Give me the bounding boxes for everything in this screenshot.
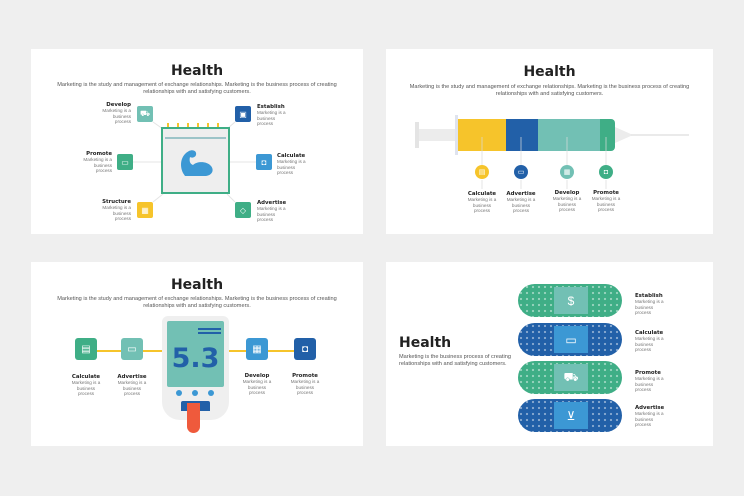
dollar-bill-icon: $ <box>554 287 588 314</box>
bag-icon: ◘ <box>256 154 272 170</box>
bandage-1: $ <box>518 284 622 317</box>
slide-4[interactable]: Health Marketing is the business process… <box>386 262 713 446</box>
syringe <box>415 115 689 189</box>
cart-icon: ⛟ <box>137 106 153 122</box>
slide-title: Health <box>523 64 576 80</box>
credit-card-icon: ▭ <box>554 326 588 353</box>
calendar-icon: ▦ <box>246 338 268 360</box>
syringe-segment-green <box>600 119 615 151</box>
test-strip <box>187 403 200 433</box>
wallet-icon: ▣ <box>235 106 251 122</box>
bag-icon: ◘ <box>599 165 613 179</box>
bandage-2: ▭ <box>518 323 622 356</box>
item-advertise: Advertise Marketing is a business process <box>257 200 287 222</box>
syringe-segment-blue <box>506 119 538 151</box>
item-develop: Develop Marketing is a business process <box>102 102 131 124</box>
receipt-icon: ▤ <box>75 338 97 360</box>
slide-description: Marketing is the study and management of… <box>57 82 337 95</box>
truck-icon: ▭ <box>121 338 143 360</box>
syringe-segment-teal <box>538 119 601 151</box>
item-promote: Promote Marketing is a business process <box>83 151 112 173</box>
meter-reading: 5.3 <box>171 343 220 374</box>
item-promote: Promote Marketing is a business process <box>290 373 320 395</box>
cart-icon: ⊻ <box>554 402 588 429</box>
item-establish: Establish Marketing is a business process <box>257 104 286 126</box>
bandage-3: ⛟ <box>518 361 622 394</box>
slide-title: Health <box>170 63 224 79</box>
truck-icon: ▭ <box>514 165 528 179</box>
slide-description: Marketing is the business process of cre… <box>399 354 511 367</box>
flexed-arm-icon <box>181 150 213 176</box>
slide-3[interactable]: Health Marketing is the study and manage… <box>31 262 363 446</box>
slide-1[interactable]: Health Marketing is the study and manage… <box>31 49 363 234</box>
item-promote: Promote Marketing is a business process <box>635 370 664 392</box>
item-calculate: Calculate Marketing is a business process <box>635 330 664 352</box>
item-calculate: Calculate Marketing is a business process <box>277 153 306 175</box>
item-advertise: Advertise Marketing is a business process <box>506 191 536 213</box>
money-icon: ▭ <box>117 154 133 170</box>
calendar-icon: ▦ <box>560 165 574 179</box>
slide-title: Health <box>399 335 452 351</box>
glucose-meter: 5.3 <box>162 316 229 420</box>
slide-title: Health <box>170 277 224 293</box>
item-promote: Promote Marketing is a business process <box>591 190 621 212</box>
truck-icon: ⛟ <box>554 364 588 391</box>
bag-icon: ◘ <box>294 338 316 360</box>
meter-screen: 5.3 <box>167 321 224 387</box>
notepad-frame <box>161 127 230 194</box>
bandage-4: ⊻ <box>518 399 622 432</box>
slide-2[interactable]: Health Marketing is the study and manage… <box>386 49 713 234</box>
meter-button <box>176 390 182 396</box>
item-structure: Structure Marketing is a business process <box>102 199 131 221</box>
meter-button <box>192 390 198 396</box>
item-calculate: Calculate Marketing is a business process <box>71 374 101 396</box>
slide-description: Marketing is the study and management of… <box>57 296 337 309</box>
item-develop: Develop Marketing is a business process <box>242 373 272 395</box>
item-establish: Establish Marketing is a business process <box>635 293 664 315</box>
meter-button <box>208 390 214 396</box>
slide-description: Marketing is the study and management of… <box>409 84 690 97</box>
item-develop: Develop Marketing is a business process <box>552 190 582 212</box>
receipt-icon: ▤ <box>475 165 489 179</box>
item-calculate: Calculate Marketing is a business process <box>467 191 497 213</box>
tag-icon: ◇ <box>235 202 251 218</box>
item-advertise: Advertise Marketing is a business process <box>117 374 147 396</box>
calendar-icon: ▦ <box>137 202 153 218</box>
notepad-rings <box>167 123 225 127</box>
item-advertise: Advertise Marketing is a business process <box>635 405 665 427</box>
